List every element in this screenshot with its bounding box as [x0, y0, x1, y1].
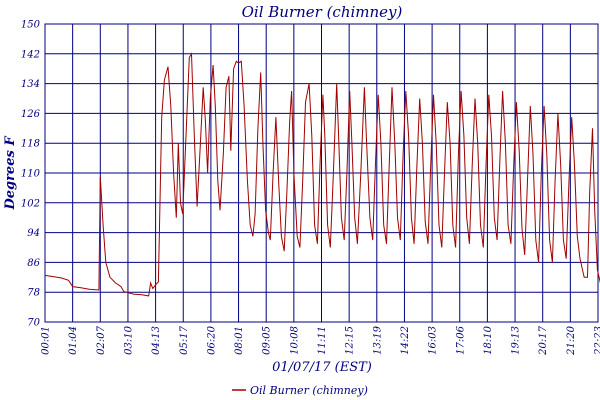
y-tick-label: 150 — [21, 20, 41, 31]
x-tick-label: 03:10 — [123, 325, 134, 354]
y-tick-label: 102 — [21, 198, 40, 209]
x-tick-label: 08:01 — [234, 326, 245, 355]
x-tick-label: 14:22 — [400, 326, 411, 355]
y-tick-label: 118 — [21, 139, 40, 150]
y-tick-labels: 70 78 86 94 102 110 118 126 134 142 150 — [21, 20, 41, 329]
x-tick-label: 21:20 — [566, 325, 577, 355]
y-tick-label: 70 — [27, 318, 40, 329]
x-tick-label: 16:03 — [428, 326, 439, 355]
x-tick-labels: 00:01 01:04 02:07 03:10 04:13 05:17 06:20 08:01… — [41, 325, 600, 355]
x-tick-label: 17:06 — [455, 325, 466, 354]
x-tick-label: 22:23 — [594, 326, 600, 356]
y-tick-label: 134 — [21, 79, 40, 90]
y-tick-label: 94 — [27, 228, 40, 239]
x-tick-label: 09:05 — [262, 326, 273, 355]
x-tick-label: 01:04 — [68, 326, 79, 355]
x-tick-label: 13:19 — [372, 325, 383, 354]
series-line — [44, 52, 600, 297]
x-tick-label: 02:07 — [96, 325, 107, 354]
y-tick-label: 110 — [21, 169, 41, 180]
legend-label: Oil Burner (chimney) — [250, 384, 368, 397]
gridlines — [44, 23, 599, 323]
x-tick-label: 12:15 — [345, 326, 356, 355]
x-tick-label: 05:17 — [179, 325, 190, 354]
x-tick-label: 00:01 — [41, 326, 52, 355]
legend: Oil Burner (chimney) — [232, 384, 368, 397]
y-tick-label: 78 — [27, 288, 40, 299]
x-tick-label: 10:08 — [289, 326, 300, 355]
x-tick-label: 19:13 — [511, 326, 522, 355]
x-tick-label: 04:13 — [151, 326, 162, 355]
y-tick-label: 142 — [21, 49, 40, 60]
chart-title: Oil Burner (chimney) — [242, 3, 403, 21]
x-tick-label: 18:10 — [483, 325, 494, 354]
y-tick-label: 86 — [27, 258, 40, 269]
x-tick-label: 20:17 — [538, 325, 549, 355]
x-tick-label: 11:11 — [317, 326, 328, 355]
x-tick-label: 06:20 — [206, 325, 217, 354]
x-axis-label: 01/07/17 (EST) — [272, 360, 372, 375]
y-tick-label: 126 — [21, 109, 41, 120]
y-axis-label: Degrees F — [3, 136, 18, 211]
